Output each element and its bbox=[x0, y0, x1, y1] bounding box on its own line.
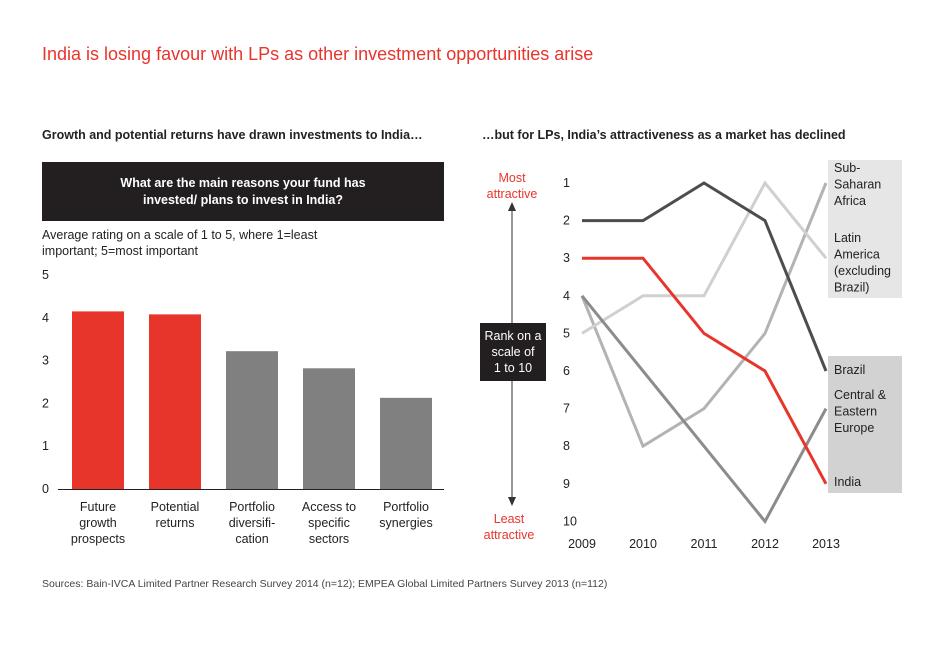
y-tick-label: 2 bbox=[42, 396, 49, 410]
series-label: Brazil bbox=[834, 363, 865, 377]
rank-tick-label: 1 bbox=[563, 176, 570, 190]
series-label: Central & Eastern Europe bbox=[834, 388, 887, 435]
x-category-label: Portfolio diversifi-cation bbox=[229, 500, 276, 546]
x-category-label: Future growth prospects bbox=[71, 500, 125, 546]
rank-tick-label: 4 bbox=[563, 289, 570, 303]
series-line-2 bbox=[581, 180, 828, 335]
right-chart-subtitle: …but for LPs, India’s attractiveness as … bbox=[482, 128, 846, 142]
series-line-3 bbox=[582, 181, 828, 372]
arrow-down-icon bbox=[508, 497, 516, 506]
y-tick-label: 0 bbox=[42, 482, 49, 496]
rank-tick-label: 9 bbox=[563, 477, 570, 491]
arrow-up-icon bbox=[508, 202, 516, 211]
series-line-5 bbox=[582, 256, 828, 485]
bar-1 bbox=[72, 311, 124, 489]
rank-scale-box bbox=[480, 323, 546, 381]
bar-3 bbox=[226, 351, 278, 489]
series-label-bg-top bbox=[828, 160, 902, 298]
most-attractive-label: Most attractive bbox=[487, 171, 538, 201]
least-attractive-label: Least attractive bbox=[484, 512, 535, 542]
x-category-label: Potential returns bbox=[151, 500, 200, 530]
bar-4 bbox=[303, 368, 355, 489]
source-note: Sources: Bain-IVCA Limited Partner Resea… bbox=[42, 578, 608, 590]
rank-tick-label: 10 bbox=[563, 514, 577, 528]
survey-question: What are the main reasons your fund has … bbox=[120, 175, 366, 207]
year-tick-label: 2011 bbox=[691, 537, 718, 551]
x-category-label: Portfolio synergies bbox=[379, 500, 433, 530]
rank-scale-label: Rank on a scale of 1 to 10 bbox=[485, 329, 542, 375]
series-label-bg-bottom bbox=[828, 356, 902, 493]
x-category-label: Access to specific sectors bbox=[302, 500, 356, 546]
y-tick-label: 4 bbox=[42, 311, 49, 325]
rank-tick-label: 3 bbox=[563, 251, 570, 265]
series-label: Sub-Saharan Africa bbox=[834, 161, 881, 208]
series-line-1 bbox=[580, 182, 828, 449]
rank-tick-label: 8 bbox=[563, 439, 570, 453]
year-tick-label: 2009 bbox=[568, 537, 596, 551]
year-tick-label: 2010 bbox=[629, 537, 657, 551]
rank-tick-label: 6 bbox=[563, 364, 570, 378]
y-tick-label: 5 bbox=[42, 268, 49, 282]
bar-2 bbox=[149, 314, 201, 489]
bar-5 bbox=[380, 397, 432, 489]
y-tick-label: 1 bbox=[42, 439, 49, 453]
series-label: Latin America (excluding Brazil) bbox=[834, 231, 891, 295]
rank-tick-label: 2 bbox=[563, 214, 570, 228]
year-tick-label: 2012 bbox=[751, 537, 779, 551]
left-chart-subtitle: Growth and potential returns have drawn … bbox=[42, 128, 423, 142]
series-line-4 bbox=[580, 294, 828, 525]
page-title: India is losing favour with LPs as other… bbox=[42, 44, 594, 64]
survey-question-box: What are the main reasons your fund has … bbox=[42, 162, 444, 221]
rating-scale-note: Average rating on a scale of 1 to 5, whe… bbox=[42, 228, 318, 258]
y-tick-label: 3 bbox=[42, 354, 49, 368]
year-tick-label: 2013 bbox=[812, 537, 840, 551]
rank-tick-label: 7 bbox=[563, 402, 570, 416]
series-label: India bbox=[834, 475, 861, 489]
rank-tick-label: 5 bbox=[563, 326, 570, 340]
